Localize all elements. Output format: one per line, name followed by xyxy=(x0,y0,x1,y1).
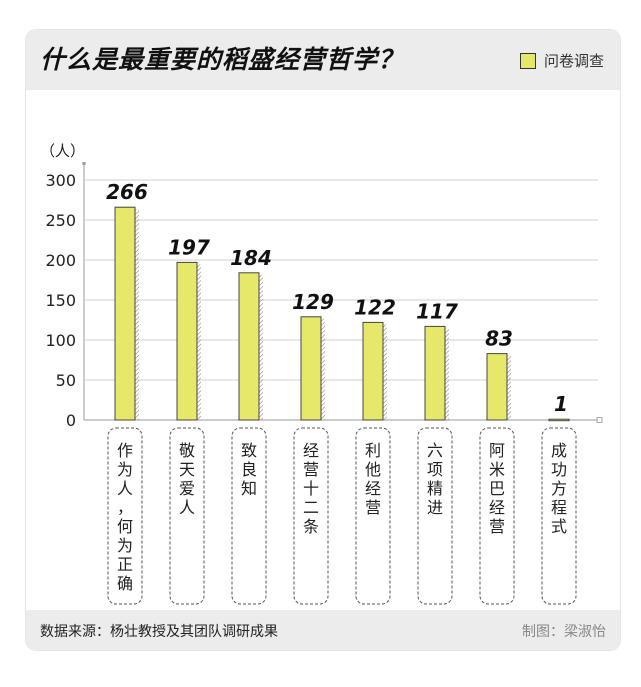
bar xyxy=(548,418,570,422)
chart-header: 什么是最重要的稻盛经营哲学？ 问卷调查 xyxy=(26,30,620,90)
category-box xyxy=(479,427,515,605)
y-axis-unit-label: （人） xyxy=(40,142,85,160)
category-box xyxy=(541,427,577,605)
bar-value-label: 83 xyxy=(485,327,513,351)
bar xyxy=(486,353,508,421)
y-tick-label: 250 xyxy=(45,211,76,230)
bar xyxy=(300,316,322,421)
y-tick-label: 100 xyxy=(45,331,76,350)
chart-footer: 数据来源：杨壮教授及其团队调研成果 制图：梁淑怡 xyxy=(26,610,620,650)
bar-value-label: 117 xyxy=(416,299,458,323)
bar xyxy=(362,321,384,421)
x-category-label: 敬天爱人 xyxy=(179,441,195,517)
y-tick-label: 0 xyxy=(66,411,76,430)
y-tick-label: 50 xyxy=(56,371,76,390)
bar-value-label: 1 xyxy=(554,392,568,416)
x-category-label: 致良知 xyxy=(241,441,257,498)
chart-legend: 问卷调查 xyxy=(519,50,604,71)
bar xyxy=(176,261,198,421)
category-box xyxy=(107,427,143,605)
legend-swatch xyxy=(519,52,536,69)
category-box xyxy=(293,427,329,605)
bar-value-label: 197 xyxy=(168,235,210,259)
data-source: 数据来源：杨壮教授及其团队调研成果 xyxy=(40,624,278,640)
chart-title: 什么是最重要的稻盛经营哲学？ xyxy=(40,45,405,74)
x-category-label: 经营十二条 xyxy=(303,441,319,536)
y-tick-label: 300 xyxy=(45,171,76,190)
x-category-label: 作为人，何为正确 xyxy=(117,441,133,593)
x-category-label: 阿米巴经营 xyxy=(489,441,505,536)
bar xyxy=(114,206,136,421)
bar-value-label: 266 xyxy=(106,180,148,204)
bar xyxy=(238,272,260,421)
x-category-label: 利他经营 xyxy=(365,441,381,517)
x-axis-end-marker xyxy=(596,417,603,423)
category-box xyxy=(169,427,205,605)
bar-value-label: 184 xyxy=(230,246,272,270)
category-box xyxy=(417,427,453,605)
bar xyxy=(424,325,446,421)
category-box xyxy=(231,427,267,605)
chart-card: 什么是最重要的稻盛经营哲学？ 问卷调查 （人） 0 50 100 150 200 250 30… xyxy=(26,30,620,650)
y-tick-label: 150 xyxy=(45,291,76,310)
y-axis-end-marker xyxy=(82,162,86,165)
category-box xyxy=(355,427,391,605)
x-category-label: 成功方程式 xyxy=(551,441,567,536)
bar-value-label: 129 xyxy=(292,290,334,314)
y-tick-label: 200 xyxy=(45,251,76,270)
bar-chart: （人） 0 50 100 150 200 250 300 266 作为人，何为正确 197 敬天爱人 1… xyxy=(40,142,603,605)
bar-value-label: 122 xyxy=(354,295,396,319)
legend-label: 问卷调查 xyxy=(543,52,604,70)
chart-credit: 制图：梁淑怡 xyxy=(522,624,606,640)
x-category-label: 六项精进 xyxy=(427,441,443,517)
